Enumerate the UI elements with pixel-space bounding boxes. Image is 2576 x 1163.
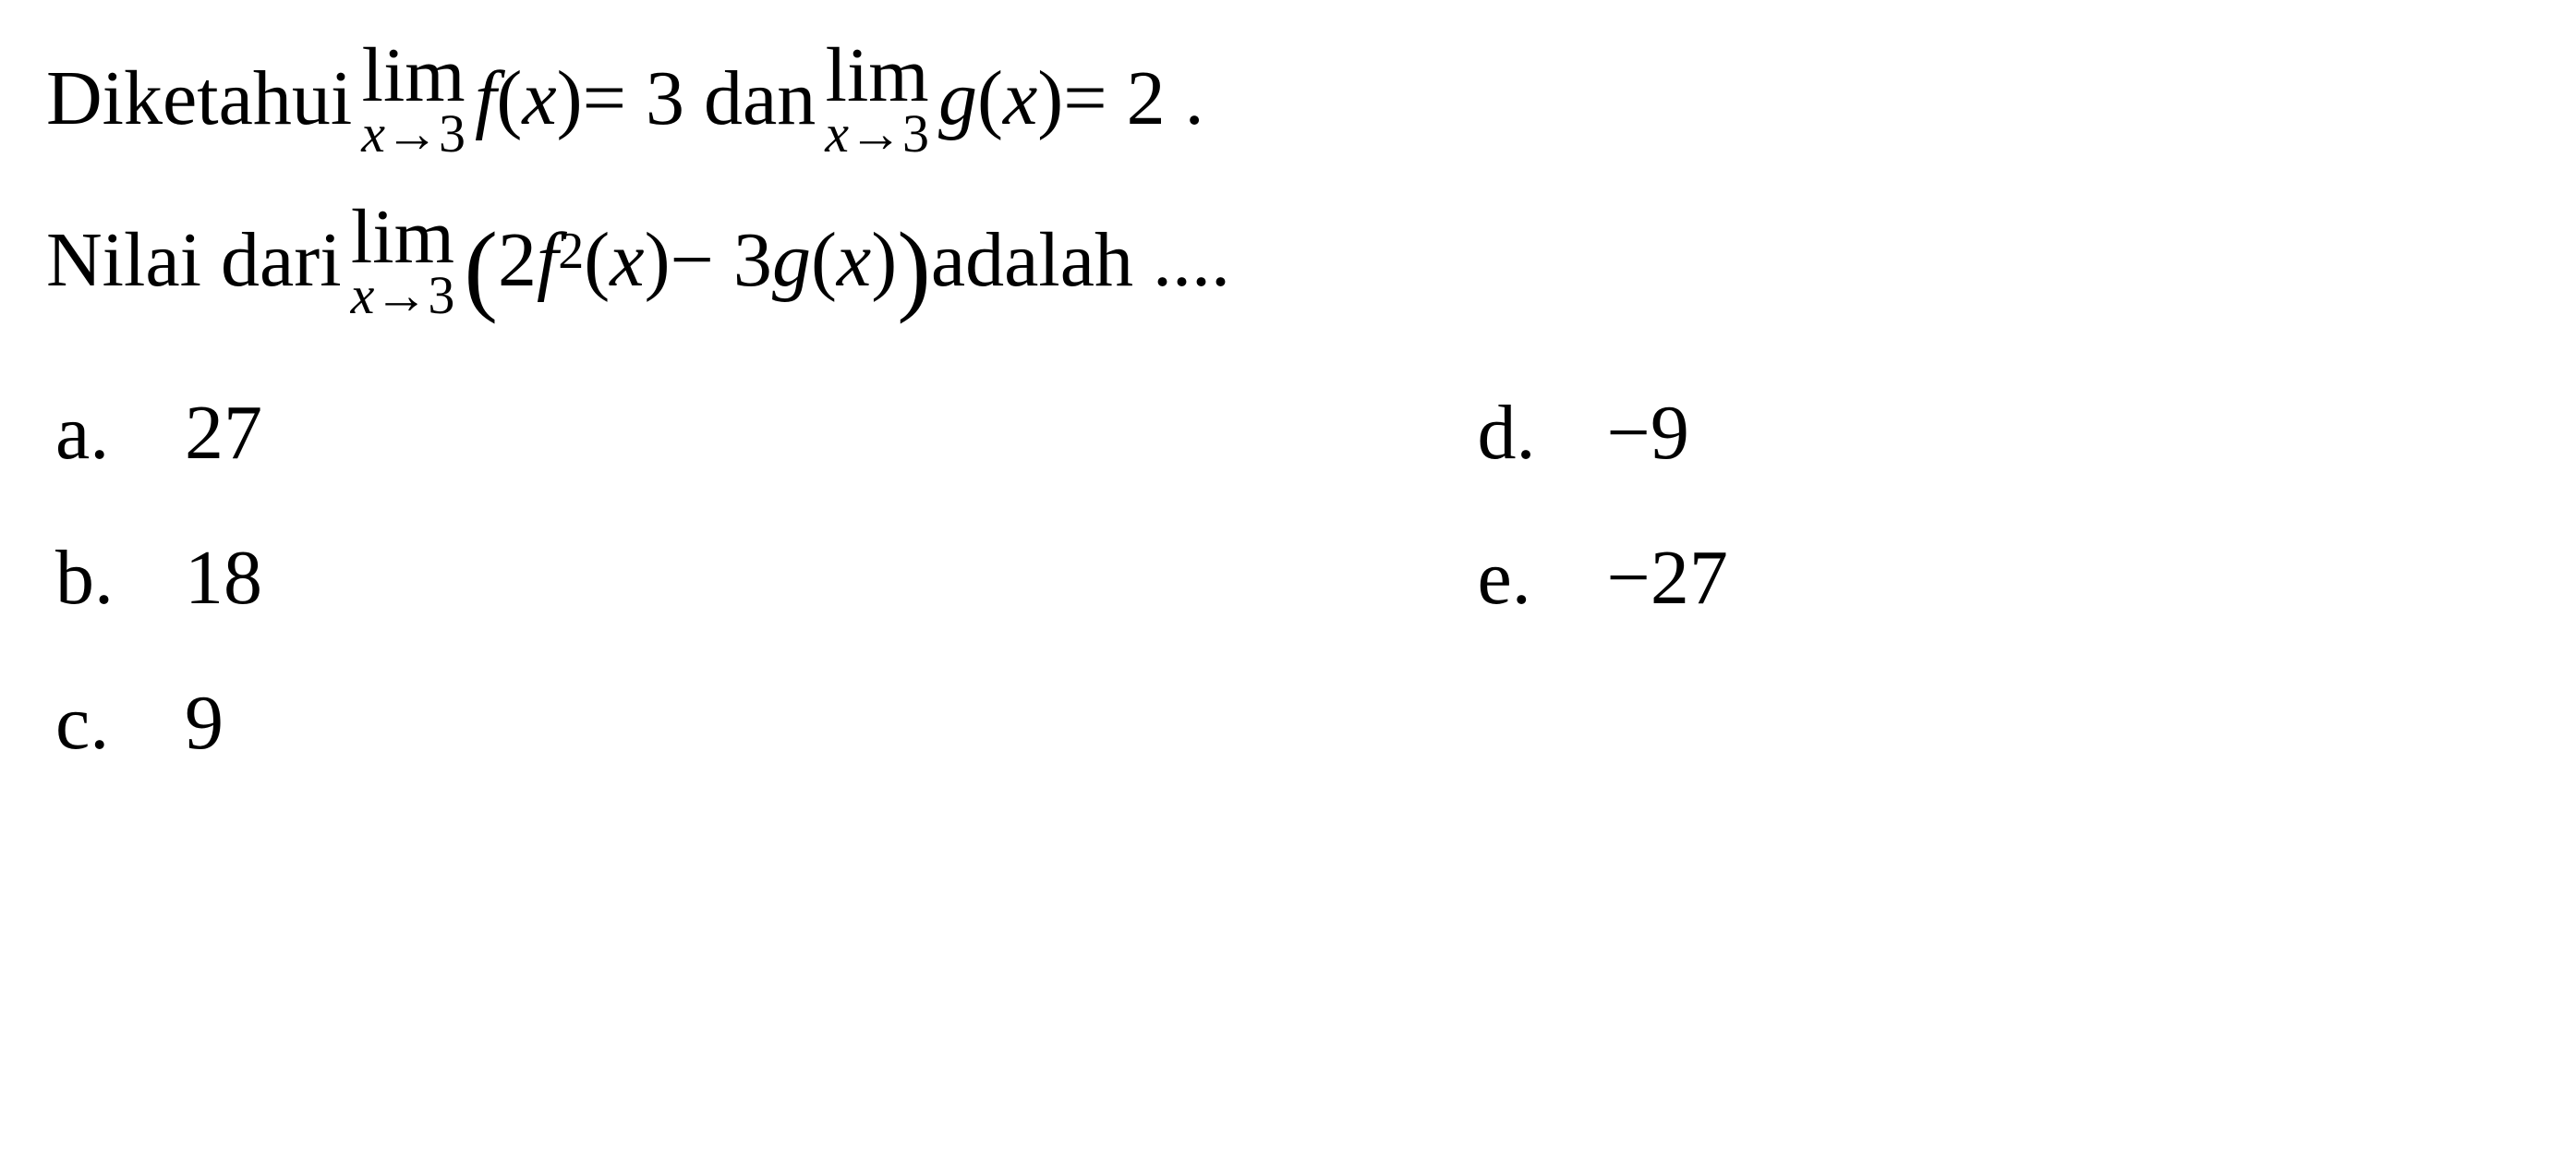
fx-expression: f(x) — [475, 37, 583, 161]
x-var: x — [522, 55, 556, 141]
paren-close: ) — [871, 199, 897, 322]
lim-val: 3 — [428, 265, 454, 325]
big-paren-open: ( — [464, 187, 498, 349]
paren-open: ( — [584, 199, 610, 322]
paren-close: ) — [1037, 55, 1063, 141]
question-block: Diketahui lim x→3 f(x) = 3 dan lim x→3 g… — [46, 37, 2530, 342]
equals-2: = 2 . — [1063, 37, 1203, 161]
x-var: x — [610, 199, 644, 322]
limit-expression-2: lim x→3 — [825, 37, 929, 161]
lim-var: x — [825, 103, 849, 164]
option-value: 27 — [185, 388, 262, 478]
equals-3-dan: = 3 dan — [583, 37, 816, 161]
lim-subscript: x→3 — [351, 269, 455, 322]
f-symbol: f — [537, 199, 558, 322]
arrow-icon: → — [374, 265, 428, 325]
limit-expression-1: lim x→3 — [361, 37, 466, 161]
option-letter: b. — [55, 533, 166, 623]
lim-val: 3 — [439, 103, 466, 164]
question-line-2: Nilai dari lim x→3 ( 2 f 2 (x) − 3 g (x)… — [46, 179, 2530, 342]
lim-subscript: x→3 — [361, 107, 466, 161]
option-c: c. 9 — [55, 678, 1108, 768]
option-value: 18 — [185, 533, 262, 623]
paren-open: ( — [977, 55, 1003, 141]
option-b: b. 18 — [55, 533, 1108, 623]
f-symbol: f — [475, 55, 496, 141]
paren-open: ( — [811, 199, 837, 322]
paren-open: ( — [496, 55, 522, 141]
big-paren-close: ) — [897, 187, 931, 349]
paren-close: ) — [557, 55, 583, 141]
question-line-1: Diketahui lim x→3 f(x) = 3 dan lim x→3 g… — [46, 37, 2530, 161]
option-letter: a. — [55, 388, 166, 478]
text-adalah: adalah .... — [931, 199, 1230, 322]
coef-2: 2 — [498, 199, 537, 322]
minus-3: − 3 — [671, 199, 772, 322]
option-letter: c. — [55, 678, 166, 768]
option-a: a. 27 — [55, 388, 1108, 478]
option-letter: d. — [1478, 388, 1589, 478]
option-d: d. −9 — [1478, 388, 2531, 478]
lim-var: x — [361, 103, 385, 164]
lim-val: 3 — [902, 103, 929, 164]
paren-close: ) — [645, 199, 671, 322]
option-value: −9 — [1607, 388, 1689, 478]
arrow-icon: → — [385, 103, 439, 164]
x-var: x — [837, 199, 871, 322]
arrow-icon: → — [849, 103, 902, 164]
g-symbol: g — [772, 199, 811, 322]
g-symbol: g — [938, 55, 977, 141]
superscript-2: 2 — [558, 211, 584, 294]
text-diketahui: Diketahui — [46, 37, 352, 161]
gx-expression: g(x) — [938, 37, 1063, 161]
option-value: −27 — [1607, 533, 1728, 623]
option-value: 9 — [185, 678, 224, 768]
text-nilai-dari: Nilai dari — [46, 199, 342, 322]
option-letter: e. — [1478, 533, 1589, 623]
x-var: x — [1003, 55, 1037, 141]
option-e: e. −27 — [1478, 533, 2531, 623]
lim-var: x — [351, 265, 375, 325]
options-grid: a. 27 d. −9 b. 18 e. −27 c. 9 — [55, 388, 2530, 768]
limit-expression-3: lim x→3 — [351, 199, 455, 322]
lim-subscript: x→3 — [825, 107, 929, 161]
